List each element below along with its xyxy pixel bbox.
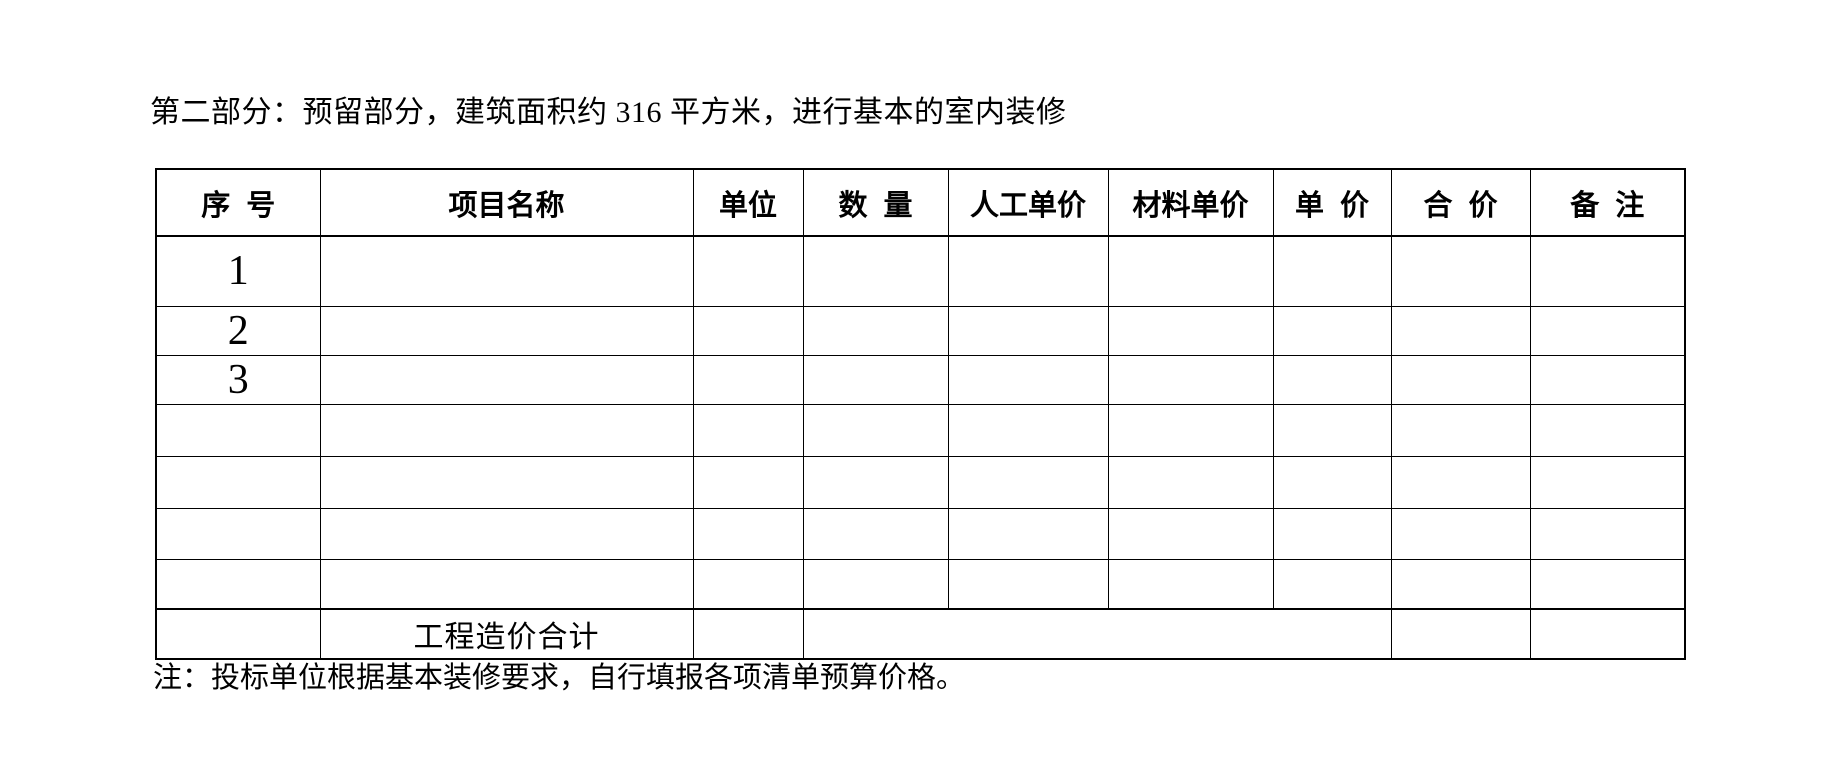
table-cell xyxy=(1272,403,1392,457)
table-cell xyxy=(802,455,949,509)
table-cell xyxy=(802,558,949,610)
table-cell xyxy=(1529,507,1686,560)
summary-row: 工程造价合计 xyxy=(155,608,1686,660)
table-cell xyxy=(802,235,949,307)
table-cell xyxy=(947,403,1109,457)
table-cell xyxy=(1529,403,1686,457)
header-cell-project-name: 项目名称 xyxy=(319,168,694,237)
table-row: 2 xyxy=(155,305,1686,356)
table-cell xyxy=(1529,558,1686,610)
row-index-cell xyxy=(155,455,321,509)
header-cell-labor-unit-price: 人工单价 xyxy=(947,168,1109,237)
table-cell xyxy=(1272,305,1392,356)
table-row xyxy=(155,558,1686,610)
table-cell xyxy=(319,305,694,356)
table-cell xyxy=(1390,507,1531,560)
row-index-cell: 2 xyxy=(155,305,321,356)
table-cell xyxy=(947,455,1109,509)
table-cell xyxy=(947,558,1109,610)
table-cell xyxy=(802,507,949,560)
row-index-cell: 1 xyxy=(155,235,321,307)
pricing-table: 序 号 项目名称 单位 数 量 人工单价 材料单价 单 价 合 价 备 注 1 xyxy=(155,168,1686,660)
table-cell xyxy=(947,235,1109,307)
row-index-cell xyxy=(155,558,321,610)
table-cell xyxy=(692,507,804,560)
header-cell-quantity: 数 量 xyxy=(802,168,949,237)
table-cell xyxy=(802,403,949,457)
table-cell xyxy=(319,235,694,307)
header-cell-unit: 单位 xyxy=(692,168,804,237)
table-cell xyxy=(1107,507,1274,560)
table-cell xyxy=(1107,403,1274,457)
table-cell xyxy=(1272,354,1392,405)
section-title: 第二部分：预留部分，建筑面积约 316 平方米，进行基本的室内装修 xyxy=(150,96,1067,129)
table-cell xyxy=(1390,608,1531,660)
table-row xyxy=(155,507,1686,560)
table-cell xyxy=(1107,354,1274,405)
table-cell xyxy=(319,455,694,509)
table-cell xyxy=(692,235,804,307)
table-cell xyxy=(319,403,694,457)
summary-merged-cell xyxy=(802,608,1392,660)
table-cell xyxy=(947,305,1109,356)
table-cell xyxy=(1272,507,1392,560)
row-index-cell xyxy=(155,507,321,560)
footnote: 注：投标单位根据基本装修要求，自行填报各项清单预算价格。 xyxy=(153,662,966,694)
table-cell xyxy=(319,507,694,560)
table-cell xyxy=(1272,455,1392,509)
table-cell xyxy=(692,455,804,509)
summary-label-cell: 工程造价合计 xyxy=(319,608,694,660)
table-cell xyxy=(802,354,949,405)
header-cell-remarks: 备 注 xyxy=(1529,168,1686,237)
table-cell xyxy=(692,403,804,457)
table-row xyxy=(155,455,1686,509)
header-cell-total-price: 合 价 xyxy=(1390,168,1531,237)
table-cell xyxy=(1529,305,1686,356)
table-cell xyxy=(319,354,694,405)
table-cell xyxy=(319,558,694,610)
header-cell-unit-price: 单 价 xyxy=(1272,168,1392,237)
table-cell xyxy=(692,558,804,610)
table-row: 3 xyxy=(155,354,1686,405)
table-cell xyxy=(155,608,321,660)
row-index-cell xyxy=(155,403,321,457)
table-cell xyxy=(1529,354,1686,405)
table-cell xyxy=(947,354,1109,405)
table-cell xyxy=(1107,455,1274,509)
table-cell xyxy=(1390,558,1531,610)
table-cell xyxy=(692,608,804,660)
table-cell xyxy=(1529,455,1686,509)
table-row xyxy=(155,403,1686,457)
table-cell xyxy=(1107,235,1274,307)
table-cell xyxy=(1390,354,1531,405)
table-header-row: 序 号 项目名称 单位 数 量 人工单价 材料单价 单 价 合 价 备 注 xyxy=(155,168,1686,237)
table-cell xyxy=(947,507,1109,560)
table-cell xyxy=(1529,608,1686,660)
table-cell xyxy=(1272,558,1392,610)
table-cell xyxy=(1272,235,1392,307)
header-cell-material-unit-price: 材料单价 xyxy=(1107,168,1274,237)
table-cell xyxy=(802,305,949,356)
table-cell xyxy=(1107,305,1274,356)
table-cell xyxy=(1390,235,1531,307)
table-cell xyxy=(1390,455,1531,509)
table-cell xyxy=(1529,235,1686,307)
table-row: 1 xyxy=(155,235,1686,307)
table-cell xyxy=(692,354,804,405)
table-cell xyxy=(1390,403,1531,457)
table-cell xyxy=(692,305,804,356)
table-cell xyxy=(1390,305,1531,356)
header-cell-serial: 序 号 xyxy=(155,168,321,237)
row-index-cell: 3 xyxy=(155,354,321,405)
table-cell xyxy=(1107,558,1274,610)
